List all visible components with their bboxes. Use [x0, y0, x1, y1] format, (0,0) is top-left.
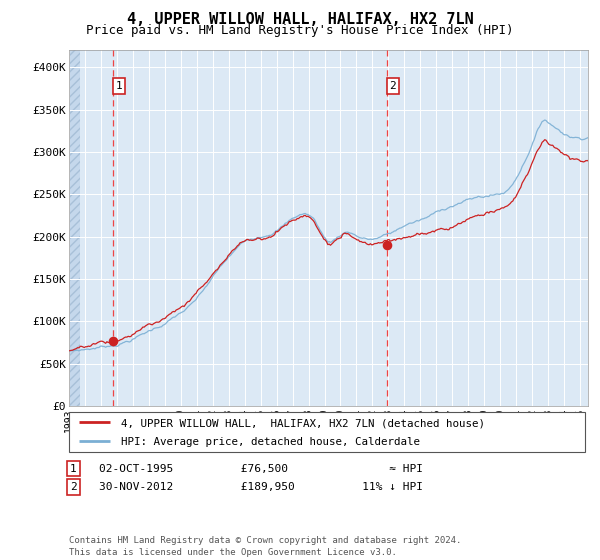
- Bar: [69, 50, 80, 406]
- Text: 30-NOV-2012          £189,950          11% ↓ HPI: 30-NOV-2012 £189,950 11% ↓ HPI: [99, 482, 423, 492]
- Point: [382, 241, 392, 250]
- Text: 1: 1: [70, 464, 77, 474]
- Text: 2: 2: [389, 81, 396, 91]
- Text: HPI: Average price, detached house, Calderdale: HPI: Average price, detached house, Cald…: [121, 437, 419, 447]
- FancyBboxPatch shape: [69, 412, 585, 452]
- Text: 4, UPPER WILLOW HALL, HALIFAX, HX2 7LN: 4, UPPER WILLOW HALL, HALIFAX, HX2 7LN: [127, 12, 473, 27]
- Text: Price paid vs. HM Land Registry's House Price Index (HPI): Price paid vs. HM Land Registry's House …: [86, 24, 514, 36]
- Text: 1: 1: [115, 81, 122, 91]
- Text: 02-OCT-1995          £76,500               ≈ HPI: 02-OCT-1995 £76,500 ≈ HPI: [99, 464, 423, 474]
- Text: Contains HM Land Registry data © Crown copyright and database right 2024.
This d: Contains HM Land Registry data © Crown c…: [69, 536, 461, 557]
- Point: [108, 337, 118, 346]
- Text: 4, UPPER WILLOW HALL,  HALIFAX, HX2 7LN (detached house): 4, UPPER WILLOW HALL, HALIFAX, HX2 7LN (…: [121, 419, 485, 429]
- Text: 2: 2: [70, 482, 77, 492]
